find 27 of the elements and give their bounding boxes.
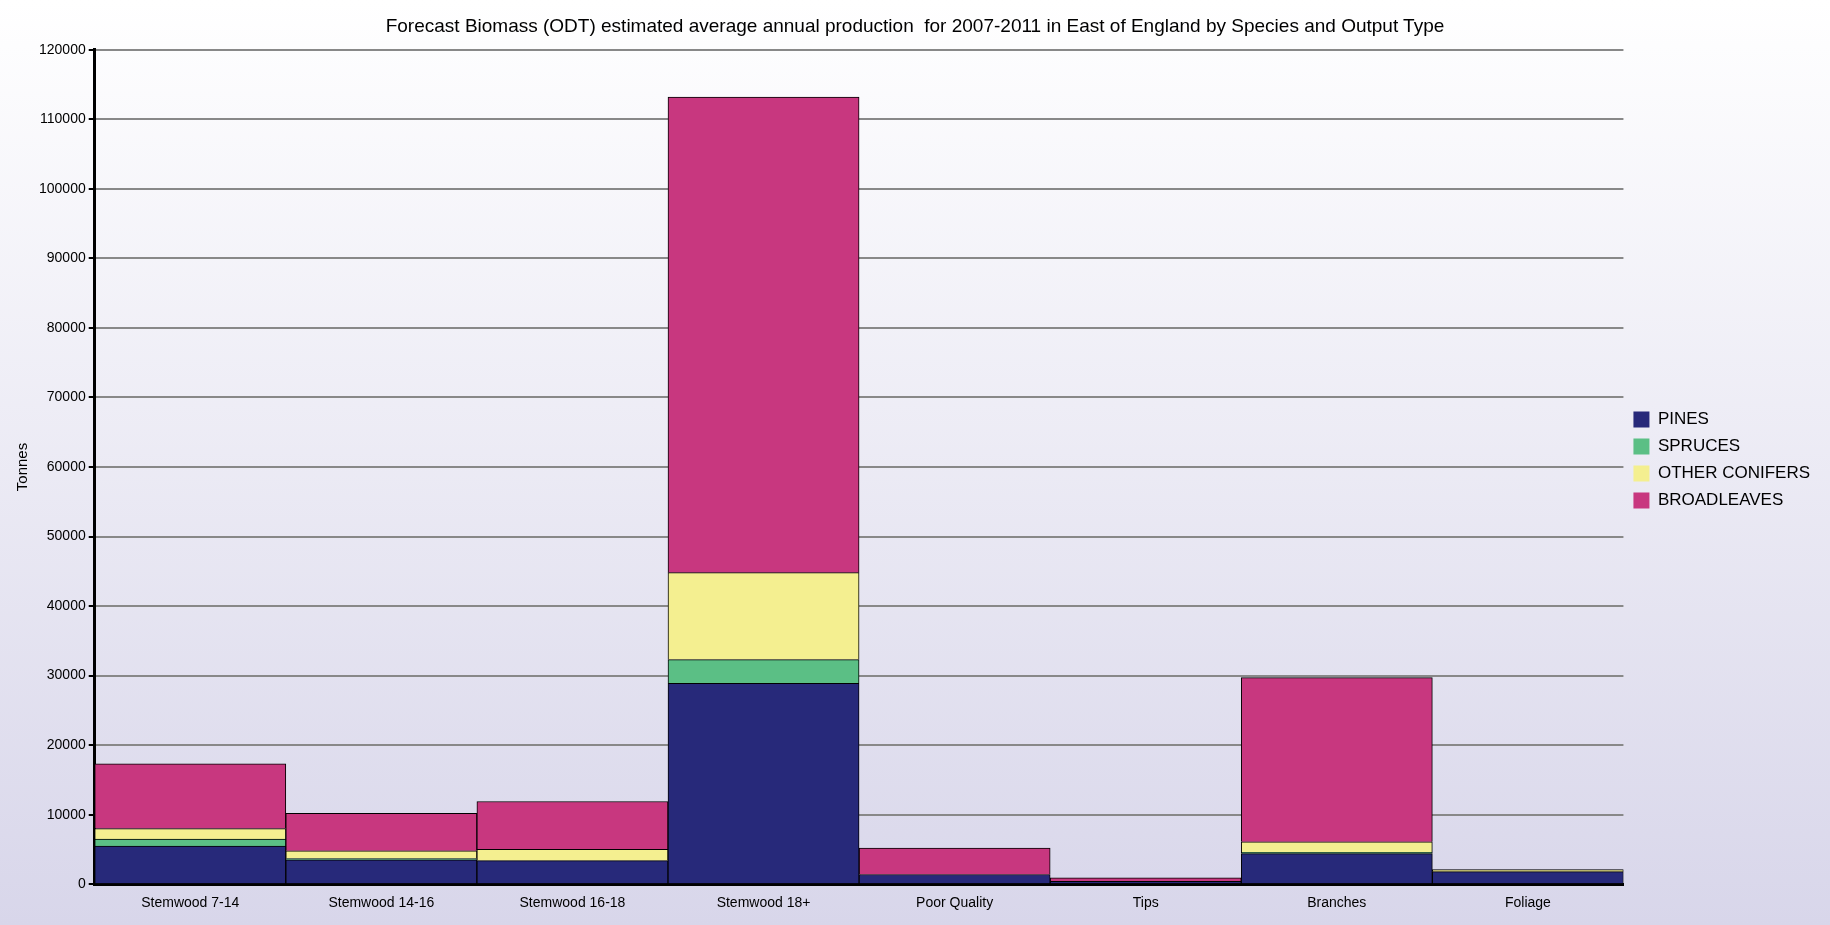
chart-title: Forecast Biomass (ODT) estimated average annual production for 2007-2011 in East of England by Species and Output Type xyxy=(385,14,1445,36)
y-tick-label: 10000 xyxy=(46,805,86,822)
x-tick-label: Foliage xyxy=(1504,894,1552,911)
y-tick-label: 80000 xyxy=(46,318,86,335)
y-tick-label: 50000 xyxy=(46,527,86,544)
y-tick-label: 20000 xyxy=(46,735,86,752)
y-axis-title: Tonnes xyxy=(13,442,31,492)
legend-label: OTHER CONIFERS xyxy=(1657,463,1810,483)
y-tick-label: 30000 xyxy=(46,666,86,683)
x-tick-label: Stemwood 18+ xyxy=(716,894,811,911)
legend-label: BROADLEAVES xyxy=(1657,490,1784,510)
legend-label: PINES xyxy=(1657,409,1709,429)
y-tick-label: 100000 xyxy=(39,179,86,196)
y-tick-label: 70000 xyxy=(46,388,86,405)
x-tick-label: Stemwood 7-14 xyxy=(141,894,240,911)
x-tick-label: Branches xyxy=(1307,894,1367,911)
x-tick-label: Stemwood 16-18 xyxy=(519,894,626,911)
y-tick-label: 0 xyxy=(77,875,86,892)
y-tick-label: 40000 xyxy=(46,596,86,613)
x-tick-label: Stemwood 14-16 xyxy=(328,894,435,911)
y-tick-label: 90000 xyxy=(46,249,86,266)
x-tick-label: Tips xyxy=(1132,894,1159,911)
y-tick-label: 110000 xyxy=(40,110,86,127)
legend-label: SPRUCES xyxy=(1657,436,1741,456)
y-tick-label: 60000 xyxy=(46,457,86,474)
y-tick-label: 120000 xyxy=(39,40,86,57)
x-tick-label: Poor Quality xyxy=(916,894,994,911)
